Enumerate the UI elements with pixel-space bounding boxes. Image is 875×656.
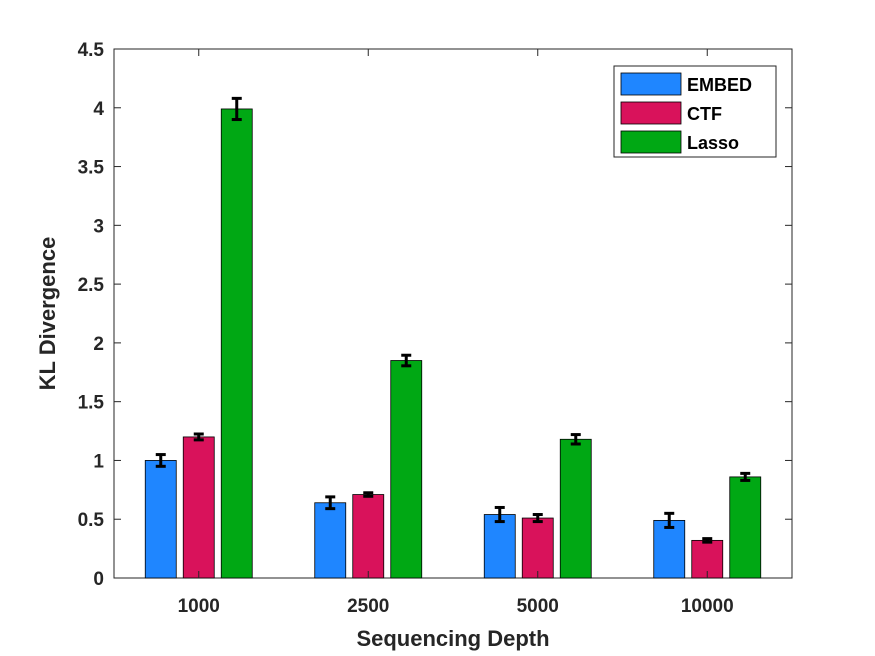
bar-lasso-1000	[220, 108, 253, 579]
bar-embed-2500	[314, 502, 347, 579]
y-tick-label: 1	[93, 451, 104, 472]
errorbar-ctf-1000	[193, 432, 204, 442]
x-tick-label: 10000	[681, 596, 734, 617]
bar-lasso-10000	[729, 476, 762, 579]
errorbar-ctf-5000	[532, 513, 543, 524]
y-tick-label: 3.5	[78, 158, 105, 179]
y-tick-label: 2	[93, 334, 104, 355]
bar-embed-5000	[483, 514, 516, 579]
bar-ctf-2500	[352, 494, 385, 579]
legend: EMBED CTF Lasso	[613, 65, 777, 158]
x-axis-label: Sequencing Depth	[356, 626, 549, 651]
y-tick-label: 3	[93, 216, 104, 237]
bar-ctf-5000	[521, 517, 554, 579]
errorbar-lasso-10000	[740, 471, 751, 482]
y-axis-ticks: 0 0.5 1 1.5 2 2.5 3 3.5 4 4.5	[78, 40, 792, 590]
y-tick-label: 0.5	[78, 510, 105, 531]
errorbar-lasso-5000	[570, 433, 581, 446]
y-tick-label: 1.5	[78, 393, 105, 414]
errorbar-embed-5000	[494, 505, 505, 524]
x-tick-label: 5000	[517, 596, 559, 617]
errorbar-embed-10000	[664, 511, 675, 529]
bar-lasso-5000	[559, 438, 592, 579]
y-tick-label: 4.5	[78, 40, 105, 61]
y-tick-label: 2.5	[78, 275, 105, 296]
legend-swatch-lasso	[620, 130, 682, 154]
legend-swatch-embed	[620, 72, 682, 96]
errorbar-ctf-10000	[702, 537, 713, 544]
y-tick-label: 4	[93, 99, 104, 120]
y-tick-label: 0	[93, 569, 104, 590]
bars-group	[144, 108, 762, 579]
legend-swatch-ctf	[620, 101, 682, 125]
errorbar-embed-2500	[325, 495, 336, 511]
x-axis-ticks: 1000 2500 5000 10000	[178, 49, 734, 617]
errorbar-embed-1000	[155, 453, 166, 468]
legend-label-lasso: Lasso	[687, 133, 739, 153]
legend-label-ctf: CTF	[687, 104, 722, 124]
bar-embed-10000	[653, 519, 686, 579]
errorbar-ctf-2500	[363, 491, 374, 498]
bar-ctf-1000	[182, 436, 215, 579]
bar-lasso-2500	[390, 360, 423, 579]
x-tick-label: 1000	[178, 596, 220, 617]
legend-label-embed: EMBED	[687, 75, 752, 95]
errorbar-lasso-2500	[401, 353, 412, 368]
errorbar-lasso-1000	[231, 96, 242, 122]
bar-embed-1000	[144, 460, 177, 579]
error-bars-group	[155, 96, 751, 544]
y-axis-label: KL Divergence	[35, 237, 60, 391]
x-tick-label: 2500	[347, 596, 389, 617]
